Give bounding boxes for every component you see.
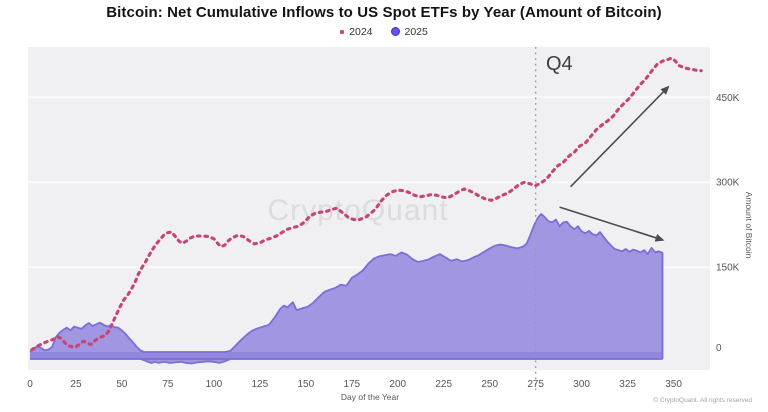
x-tick-label: 175 xyxy=(343,379,360,390)
x-tick-label: 200 xyxy=(389,379,406,390)
trend-arrow-down xyxy=(559,206,665,242)
x-axis-ticks: 0 25 50 75 100 125 150 175 200 225 250 275 300 325 350 xyxy=(27,379,682,390)
x-tick-label: 150 xyxy=(297,379,314,390)
chart-title: Bitcoin: Net Cumulative Inflows to US Sp… xyxy=(106,4,662,21)
area-2025-negative-dips xyxy=(30,358,663,365)
y-tick-label: 450K xyxy=(716,93,740,104)
y-axis-title: Amount of Bitcoin xyxy=(744,191,754,259)
legend-marker-2025-icon xyxy=(390,27,400,36)
legend-label-2025: 2025 xyxy=(404,25,428,38)
legend-item-2024[interactable]: 2024 xyxy=(340,25,373,38)
y-tick-label: 0 xyxy=(716,343,722,354)
x-tick-label: 250 xyxy=(481,379,498,390)
x-tick-label: 100 xyxy=(206,379,223,390)
x-tick-label: 0 xyxy=(27,379,33,390)
legend: 2024 2025 xyxy=(0,24,768,39)
copyright-footer: © CryptoQuant. All rights reserved xyxy=(653,397,752,404)
x-tick-label: 225 xyxy=(435,379,452,390)
x-tick-label: 300 xyxy=(573,379,590,390)
legend-label-2024: 2024 xyxy=(349,25,373,38)
annotations-layer xyxy=(534,47,670,390)
x-tick-label: 25 xyxy=(70,379,82,390)
x-tick-label: 125 xyxy=(252,379,269,390)
q4-label: Q4 xyxy=(546,53,573,75)
x-tick-label: 75 xyxy=(162,379,174,390)
line-2024 xyxy=(30,56,703,352)
x-tick-label: 275 xyxy=(527,379,544,390)
legend-marker-2024-icon xyxy=(340,29,345,34)
legend-item-2025[interactable]: 2025 xyxy=(390,25,428,38)
watermark: CryptoQuant xyxy=(267,194,448,227)
y-axis-ticks: 0 150K 300K 450K xyxy=(716,93,740,354)
x-tick-label: 325 xyxy=(619,379,636,390)
series-2024-line xyxy=(30,56,703,352)
x-tick-label: 350 xyxy=(665,379,682,390)
y-tick-label: 300K xyxy=(716,178,740,189)
area-2025-zero-band xyxy=(30,352,663,359)
series-2025-area xyxy=(29,213,664,365)
x-tick-label: 50 xyxy=(116,379,128,390)
area-2025-outline xyxy=(29,213,664,359)
y-tick-label: 150K xyxy=(716,263,740,274)
trend-arrow-up xyxy=(570,85,670,188)
x-axis-title: Day of the Year xyxy=(340,392,400,402)
